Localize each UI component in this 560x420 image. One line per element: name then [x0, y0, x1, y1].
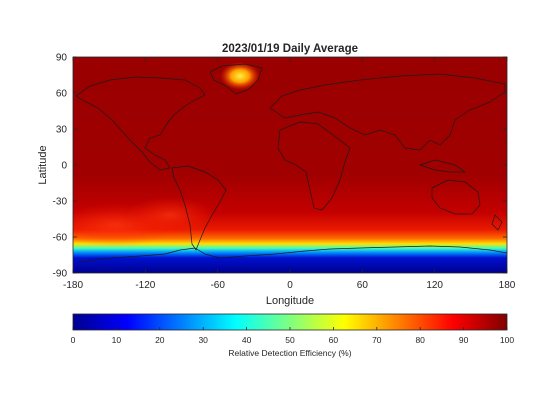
colorbar-tick-label: 0	[71, 335, 76, 345]
colorbar-tick-label: 40	[242, 335, 252, 345]
y-tick-label: 0	[61, 161, 67, 172]
x-axis: -180 -120 -60 0 60 120 180	[63, 57, 516, 291]
colorbar-label: Relative Detection Efficiency (%)	[228, 348, 351, 358]
y-tick-label: 90	[56, 53, 68, 64]
coastlines	[75, 63, 507, 263]
chart-title: 2023/01/19 Daily Average	[222, 43, 358, 55]
x-tick-label: -120	[135, 280, 155, 291]
south-pacific-warm-zone-2	[125, 197, 215, 233]
indonesia-coastline	[418, 159, 467, 173]
africa-coastline	[277, 121, 351, 211]
x-tick-label: 180	[499, 280, 516, 291]
x-tick-label: 60	[357, 280, 369, 291]
colorbar-axis: 0 10 20 30 40 50 60 70 80 90 100	[71, 327, 514, 345]
greenland-coastline	[209, 63, 263, 95]
x-tick-label: 120	[426, 280, 443, 291]
y-tick-label: 60	[56, 89, 68, 100]
colorbar-tick-label: 70	[372, 335, 382, 345]
y-axis-label: Latitude	[37, 145, 49, 184]
heatmap-field	[73, 57, 507, 273]
colorbar-tick-label: 30	[198, 335, 208, 345]
x-tick-label: -60	[210, 280, 225, 291]
eurasia-coastline	[269, 73, 506, 151]
colorbar-tick-label: 50	[285, 335, 295, 345]
colorbar-tick-label: 100	[500, 335, 514, 345]
south-america-coastline	[171, 165, 227, 251]
x-tick-label: -180	[63, 280, 83, 291]
y-tick-label: -30	[53, 197, 68, 208]
y-tick-label: -90	[53, 269, 68, 280]
colorbar-tick-label: 80	[415, 335, 425, 345]
x-axis-label: Longitude	[266, 295, 314, 307]
y-axis: 90 60 30 0 -30 -60 -90	[53, 53, 507, 280]
colorbar-tick-label: 60	[329, 335, 339, 345]
north-america-coastline	[75, 76, 206, 171]
greenland-anomaly	[220, 62, 260, 90]
y-tick-label: 30	[56, 125, 68, 136]
australia-coastline	[431, 179, 481, 215]
colorbar-tick-label: 10	[112, 335, 122, 345]
y-tick-label: -60	[53, 233, 68, 244]
x-tick-label: 0	[287, 280, 293, 291]
new-zealand-coastline	[491, 214, 503, 231]
colorbar-tick-label: 20	[155, 335, 165, 345]
colorbar-tick-label: 90	[459, 335, 469, 345]
antarctica-coastline	[77, 245, 507, 263]
